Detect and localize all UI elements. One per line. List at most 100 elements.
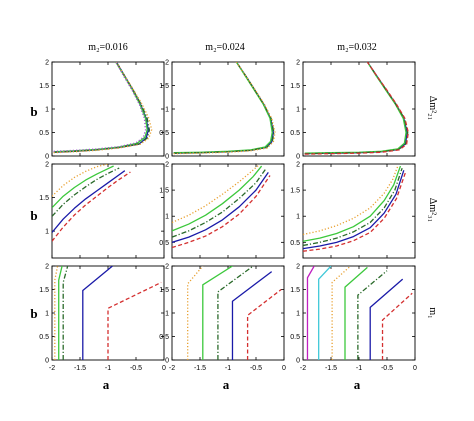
series-line-blue bbox=[369, 278, 404, 360]
y-tick-label: 1 bbox=[296, 107, 300, 114]
panel-row3-col1: -2 -1.5 -1 -0.5 000.511.52 bbox=[39, 264, 166, 373]
y-tick-label: 1.5 bbox=[39, 287, 49, 294]
y-tick-label: 2 bbox=[45, 264, 49, 271]
y-tick-label: 0 bbox=[165, 154, 169, 161]
series-line-blue bbox=[172, 171, 269, 243]
y-tick-label: 1 bbox=[45, 107, 49, 114]
series-group bbox=[172, 164, 271, 249]
series-line-orange bbox=[53, 62, 153, 154]
y-tick-label: 1.5 bbox=[39, 83, 49, 90]
row1-ylabel: b bbox=[30, 104, 37, 119]
series-line-purple bbox=[53, 62, 147, 152]
series-line-red bbox=[107, 281, 162, 360]
series-group bbox=[187, 266, 282, 360]
y-tick-label: 0 bbox=[45, 358, 49, 365]
y-tick-label: 1.5 bbox=[39, 195, 49, 202]
column-title-3: m₂=0.032 bbox=[337, 42, 376, 53]
x-tick-label: -1.5 bbox=[325, 365, 337, 372]
panel-row1-col3: 0 0.5 1 1.5 2 bbox=[290, 60, 416, 161]
series-line-dkgreen bbox=[217, 266, 254, 360]
series-line-dkgreen bbox=[172, 168, 267, 238]
series-line-dkgreen bbox=[173, 62, 275, 154]
y-tick-label: 1 bbox=[296, 311, 300, 318]
col2-xlabel: a bbox=[223, 377, 230, 392]
x-tick-label: -0.5 bbox=[250, 365, 262, 372]
row1-label: Δm²₂₁ bbox=[427, 96, 438, 120]
y-tick-label: 2 bbox=[165, 60, 169, 67]
y-tick-label: 1.5 bbox=[159, 188, 169, 195]
y-tick-label: 1 bbox=[45, 229, 49, 236]
y-tick-label: 2 bbox=[165, 162, 169, 169]
series-line-dkgreen bbox=[53, 62, 151, 153]
x-tick-label: -1 bbox=[225, 365, 231, 372]
series-line-red bbox=[52, 171, 131, 242]
y-tick-label: 1 bbox=[165, 214, 169, 221]
series-line-dkgreen bbox=[303, 167, 403, 247]
series-line-dkgreen bbox=[304, 62, 409, 155]
x-tick-label: 0 bbox=[162, 365, 166, 372]
series-line-blue bbox=[231, 271, 273, 360]
y-tick-label: 0.5 bbox=[39, 130, 49, 137]
y-tick-label: 2 bbox=[45, 60, 49, 67]
panels-group: 00.511.5200.511.5200.511.5211.520.511.52… bbox=[39, 60, 417, 373]
series-line-cyan bbox=[318, 266, 332, 360]
y-tick-label: 1 bbox=[45, 311, 49, 318]
series-group bbox=[54, 266, 162, 360]
x-tick-label: 0 bbox=[282, 365, 286, 372]
series-group bbox=[304, 62, 409, 155]
series-line-orange bbox=[52, 164, 109, 197]
x-tick-label: -2 bbox=[49, 365, 55, 372]
y-tick-label: 1 bbox=[165, 311, 169, 318]
y-tick-label: 2 bbox=[165, 264, 169, 271]
y-tick-label: 1.5 bbox=[159, 83, 169, 90]
series-group bbox=[303, 164, 407, 252]
panel-row3-col2: -2 -1.5 -1 -0.5 000.511.52 bbox=[159, 264, 286, 373]
series-line-dkgreen bbox=[62, 266, 69, 360]
series-line-red bbox=[172, 175, 271, 249]
y-tick-label: 0.5 bbox=[159, 130, 169, 137]
y-tick-label: 0.5 bbox=[290, 130, 300, 137]
y-tick-label: 0 bbox=[296, 154, 300, 161]
column-title-1: m₂=0.016 bbox=[88, 42, 127, 53]
col1-xlabel: a bbox=[103, 377, 110, 392]
x-tick-label: -0.5 bbox=[130, 365, 142, 372]
series-group bbox=[306, 266, 413, 360]
column-title-2: m₂=0.024 bbox=[205, 42, 244, 53]
x-tick-label: -0.5 bbox=[381, 365, 393, 372]
series-line-orange bbox=[172, 164, 260, 224]
col3-xlabel: a bbox=[354, 377, 361, 392]
x-tick-label: -1.5 bbox=[74, 365, 86, 372]
y-tick-label: 2 bbox=[45, 162, 49, 169]
panel-row1-col2: 0 0.5 1 1.5 2 bbox=[159, 60, 285, 161]
series-line-blue bbox=[303, 170, 405, 250]
series-line-magenta bbox=[306, 266, 315, 360]
series-line-red bbox=[303, 172, 407, 252]
series-line-green bbox=[303, 165, 402, 242]
series-line-green bbox=[344, 266, 368, 360]
series-line-green bbox=[202, 266, 233, 360]
x-tick-label: -1 bbox=[105, 365, 111, 372]
series-line-blue bbox=[82, 266, 113, 360]
series-line-orange bbox=[54, 266, 59, 360]
series-group bbox=[53, 62, 153, 154]
y-tick-label: 0.5 bbox=[159, 240, 169, 247]
series-line-orange bbox=[303, 164, 399, 236]
x-tick-label: -2 bbox=[300, 365, 306, 372]
panel-row3-col3: -2 -1.5 -1 -0.5 0 0 0.5 1 1.5 2 bbox=[290, 264, 417, 373]
panel-row2-col2: 0.5 1 1.5 2 bbox=[159, 162, 285, 259]
row3-label: m₁ bbox=[427, 307, 438, 318]
y-tick-label: 2 bbox=[296, 162, 300, 169]
series-line-red bbox=[246, 288, 282, 360]
row3-ylabel: b bbox=[30, 306, 37, 321]
series-line-green bbox=[52, 165, 114, 209]
series-line-blue bbox=[52, 170, 126, 233]
y-tick-label: 1.5 bbox=[290, 83, 300, 90]
series-line-green bbox=[172, 165, 263, 232]
y-tick-label: 0 bbox=[45, 154, 49, 161]
y-tick-label: 2 bbox=[296, 264, 300, 271]
x-tick-label: 0 bbox=[413, 365, 417, 372]
series-line-dkgreen bbox=[357, 270, 388, 360]
y-tick-label: 1.5 bbox=[290, 287, 300, 294]
y-tick-label: 1 bbox=[165, 107, 169, 114]
